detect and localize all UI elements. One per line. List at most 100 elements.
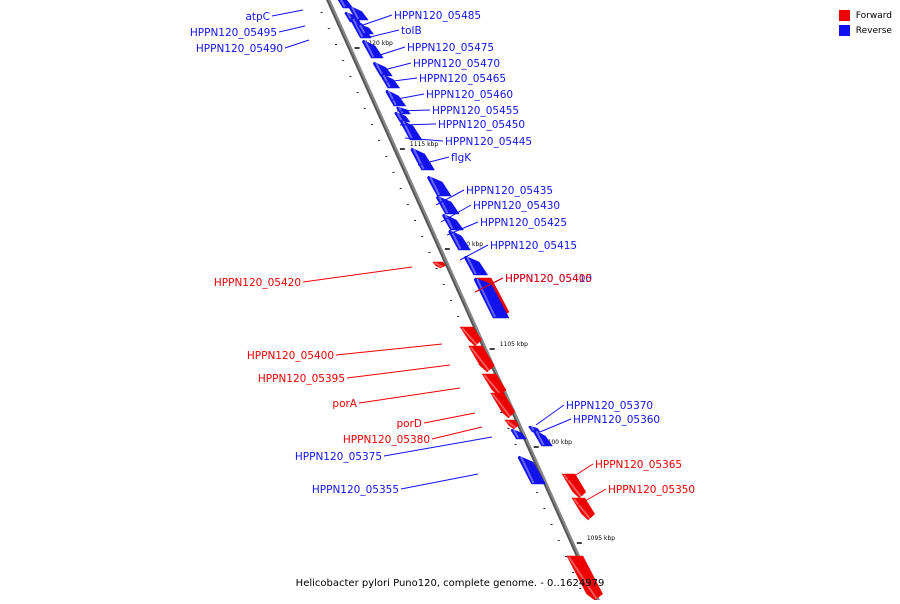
gene-HPPN120_05360[interactable] [533, 429, 553, 447]
gene-highlight [375, 62, 384, 76]
gene-arrow [372, 61, 393, 77]
gene-label[interactable]: HPPN120_05435 [466, 185, 553, 197]
gene-arrow [337, 0, 354, 9]
gene-label[interactable]: HPPN120_05405 [505, 273, 592, 285]
gene-arrow [533, 429, 553, 447]
gene-leader-line [417, 156, 450, 166]
gene-arrow [517, 455, 546, 485]
gene-label[interactable]: tolB [401, 25, 422, 37]
gene-leader-line [379, 46, 406, 56]
gene-label[interactable]: HPPN120_05350 [608, 484, 695, 496]
backbone-layer [326, 0, 601, 604]
gene-leader-line [539, 418, 572, 433]
gene-highlight [364, 40, 375, 58]
gene-label[interactable]: HPPN120_05495 [190, 27, 277, 39]
gene-label[interactable]: HPPN120_05410 [505, 273, 592, 285]
gene-leader-line [446, 221, 479, 236]
gene-label[interactable]: porA [332, 398, 357, 410]
gene-label[interactable]: HPPN120_05395 [258, 373, 345, 385]
gene-label[interactable]: porD [397, 418, 423, 430]
gene-porD[interactable] [490, 392, 516, 419]
gene-flgK[interactable] [410, 147, 436, 171]
gene-label[interactable]: HPPN120_05365 [595, 459, 682, 471]
gene-HPPN120_05365[interactable] [561, 473, 587, 499]
gene-label[interactable]: HPPN120_05490 [196, 43, 283, 55]
tick-label: 1120 kbp [365, 40, 393, 47]
gene-label[interactable]: HPPN120_05425 [480, 217, 567, 229]
gene-label[interactable]: atpC [245, 11, 270, 23]
genome-title: Helicobacter pylori Puno120, complete ge… [295, 578, 605, 589]
legend-item-reverse: Reverse [838, 23, 892, 38]
gene-label[interactable]: flgK [451, 152, 472, 164]
gene-unlabeled-b[interactable] [566, 555, 603, 601]
gene-HPPN120_05435[interactable] [426, 175, 452, 197]
gene-HPPN120_05420[interactable] [432, 261, 446, 269]
gene-arrow [459, 326, 482, 347]
gene-arrow [490, 392, 516, 419]
legend: Forward Reverse [838, 8, 892, 38]
gene-leader-line [577, 488, 607, 506]
gene-atpC[interactable] [336, 0, 354, 9]
gene-highlight [573, 498, 592, 520]
gene-label[interactable]: HPPN120_05430 [473, 200, 560, 212]
gene-leader-line [567, 463, 594, 481]
gene-HPPN120_05375[interactable] [510, 428, 527, 440]
gene-porA[interactable] [481, 373, 507, 397]
gene-label[interactable]: HPPN120_05485 [394, 10, 481, 22]
gene-HPPN120_05400[interactable] [459, 326, 482, 347]
gene-highlight [506, 420, 517, 429]
gene-label[interactable]: HPPN120_05450 [438, 119, 525, 131]
gene-HPPN120_05350[interactable] [571, 497, 596, 521]
gene-HPPN120_05460[interactable] [385, 89, 407, 107]
gene-HPPN120_05380[interactable] [504, 419, 520, 430]
gene-HPPN120_05430[interactable] [435, 195, 460, 215]
gene-HPPN120_05355[interactable] [517, 455, 546, 485]
gene-label[interactable]: HPPN120_05380 [343, 434, 430, 446]
gene-arrow [410, 147, 436, 171]
gene-arrow [504, 419, 520, 430]
gene-label[interactable]: HPPN120_05415 [490, 240, 577, 252]
gene-HPPN120_05425[interactable] [442, 213, 465, 231]
gene-leader-line [404, 137, 444, 142]
gene-label[interactable]: HPPN120_05470 [413, 58, 500, 70]
gene-label[interactable]: HPPN120_05460 [426, 89, 513, 101]
tick-label: 1100 kbp [544, 439, 572, 446]
gene-leader-line [474, 277, 504, 293]
gene-HPPN120_05475[interactable] [361, 39, 384, 59]
reverse-swatch-icon [838, 25, 850, 36]
gene-label[interactable]: HPPN120_05355 [312, 484, 399, 496]
forward-swatch-icon [838, 10, 850, 21]
tick-label: 1115 kbp [410, 141, 438, 148]
gene-tolB[interactable] [356, 23, 375, 35]
legend-label-forward: Forward [855, 10, 892, 21]
gene-label[interactable]: HPPN120_05370 [566, 400, 653, 412]
gene-label[interactable]: HPPN120_05475 [407, 42, 494, 54]
gene-leader-line [385, 77, 418, 83]
gene-HPPN120_05415[interactable] [448, 229, 471, 251]
gene-label[interactable]: HPPN120_05445 [445, 136, 532, 148]
gene-label[interactable]: HPPN120_05455 [432, 105, 519, 117]
gene-HPPN120_05445[interactable] [399, 119, 423, 141]
gene-arrow [385, 89, 407, 107]
gene-label[interactable]: HPPN120_05360 [573, 414, 660, 426]
gene-label[interactable]: HPPN120_05375 [295, 451, 382, 463]
gene-highlight [568, 556, 598, 600]
gene-leader-line [284, 39, 310, 49]
gene-leader-line [383, 436, 493, 457]
gene-HPPN120_05470[interactable] [372, 61, 393, 77]
gene-HPPN120_05485[interactable] [348, 5, 369, 21]
gene-label[interactable]: HPPN120_05400 [247, 350, 334, 362]
gene-label[interactable]: HPPN120_05420 [214, 277, 301, 289]
gene-highlight [450, 230, 462, 250]
gene-label[interactable]: HPPN120_05465 [419, 73, 506, 85]
gene-highlight [535, 430, 545, 446]
legend-item-forward: Forward [838, 8, 892, 23]
gene-HPPN120_05410[interactable] [463, 255, 489, 276]
gene-highlight [512, 429, 520, 439]
gene-HPPN120_05395[interactable] [468, 345, 495, 373]
gene-highlight [491, 393, 512, 418]
gene-highlight [412, 148, 425, 170]
gene-highlight [429, 176, 441, 196]
